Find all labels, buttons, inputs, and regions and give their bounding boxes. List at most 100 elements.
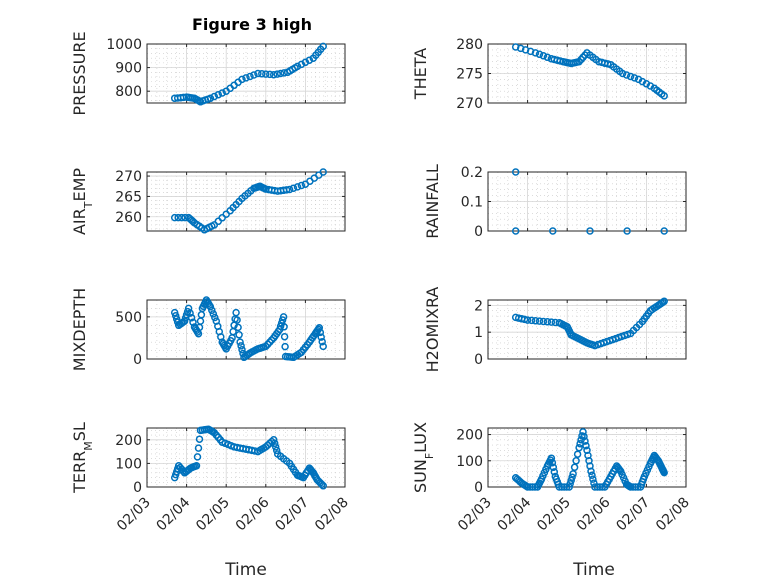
- data-point: [236, 338, 244, 346]
- data-point: [186, 309, 194, 317]
- data-point: [189, 318, 197, 327]
- data-point: [282, 186, 291, 194]
- data-point: [543, 53, 552, 62]
- data-point: [285, 185, 294, 194]
- x-tick-label: 02/04: [495, 494, 535, 534]
- data-point: [271, 443, 280, 451]
- y-axis-label: AIRTEMP: [70, 168, 95, 235]
- x-tick-label: 02/06: [233, 494, 273, 534]
- x-tick-label: 02/07: [613, 495, 653, 535]
- data-point: [170, 308, 179, 317]
- y-tick-label: 265: [115, 189, 142, 205]
- data-point: [565, 483, 573, 491]
- figure-title: Figure 3 high: [192, 15, 312, 34]
- data-point: [579, 428, 587, 436]
- data-point: [276, 69, 285, 78]
- data-point: [289, 184, 298, 192]
- data-point: [251, 447, 259, 455]
- data-point: [250, 71, 258, 79]
- y-tick-label: 900: [115, 61, 142, 77]
- subplot-h2omixra: 0 1 2 H2OMIXRA: [423, 287, 687, 373]
- y-tick-label: 0.1: [461, 195, 483, 211]
- data-point: [596, 483, 604, 491]
- data-point: [270, 439, 279, 448]
- data-point: [588, 471, 596, 479]
- y-axis-label: H2OMIXRA: [423, 287, 442, 373]
- data-point: [629, 483, 637, 491]
- y-tick-label: 500: [115, 310, 142, 326]
- x-axis-label: Time: [224, 560, 267, 580]
- axes-frame: [487, 427, 687, 488]
- data-point: [269, 70, 278, 79]
- data-point: [580, 432, 588, 441]
- data-point: [316, 328, 325, 337]
- axes-frame: [146, 427, 346, 488]
- x-tick-label: 02/05: [193, 495, 233, 535]
- data-series: [511, 428, 668, 491]
- data-point: [317, 333, 325, 341]
- data-point: [591, 483, 599, 491]
- data-point: [567, 476, 575, 485]
- data-point: [209, 310, 218, 318]
- data-point: [550, 468, 559, 476]
- data-series: [511, 43, 668, 100]
- data-point: [317, 480, 326, 489]
- data-point: [660, 297, 668, 306]
- data-point: [548, 458, 557, 467]
- data-point: [293, 62, 302, 71]
- minor-grid: [487, 171, 687, 232]
- data-point: [246, 72, 254, 81]
- data-point: [543, 318, 552, 326]
- x-tick-label: 02/06: [574, 494, 614, 534]
- subplot-terr-msl: 0 100 200 TERRMSL 02/03 02/04 02/05 02/06 02/07 0…: [70, 422, 352, 534]
- y-axis-label: SUNFLUX: [411, 422, 436, 493]
- data-point: [194, 444, 203, 452]
- data-point: [315, 324, 324, 332]
- data-point: [549, 227, 557, 235]
- data-point: [566, 479, 574, 488]
- data-point: [280, 323, 288, 331]
- data-point: [293, 183, 302, 191]
- data-point: [208, 306, 216, 315]
- plot-area: [147, 300, 345, 359]
- data-point: [179, 93, 188, 102]
- data-point: [210, 92, 219, 101]
- data-point: [254, 69, 262, 78]
- axes-frame: [487, 299, 687, 360]
- data-point: [660, 227, 668, 235]
- data-point: [238, 345, 246, 354]
- y-tick-label: 0: [474, 352, 483, 368]
- x-tick-label: 02/08: [653, 495, 693, 535]
- data-point: [305, 56, 314, 64]
- x-tick-label: 02/08: [312, 495, 352, 535]
- data-point: [630, 74, 639, 82]
- data-point: [232, 308, 240, 317]
- x-tick-label: 02/05: [534, 495, 574, 535]
- data-point: [626, 483, 635, 491]
- data-point: [586, 227, 594, 235]
- x-tick-label: 02/07: [272, 495, 312, 535]
- y-tick-label: 0: [133, 480, 142, 496]
- data-point: [187, 313, 196, 322]
- data-point: [547, 318, 556, 326]
- data-point: [319, 168, 327, 176]
- subplot-pressure: 800 900 1000 PRESSURE: [70, 31, 346, 116]
- data-point: [319, 42, 327, 51]
- data-point: [234, 323, 242, 332]
- data-point: [237, 342, 245, 350]
- data-point: [242, 74, 250, 82]
- data-point: [523, 483, 532, 491]
- data-point: [266, 70, 274, 79]
- y-tick-label: 0: [133, 352, 142, 368]
- y-tick-label: 0: [474, 480, 483, 496]
- data-point: [193, 453, 202, 461]
- data-point: [660, 92, 668, 100]
- data-point: [570, 463, 579, 472]
- data-point: [572, 457, 580, 465]
- data-point: [171, 312, 180, 320]
- y-tick-label: 1: [474, 325, 483, 341]
- data-point: [531, 49, 540, 57]
- y-axis-label: RAINFALL: [423, 164, 442, 239]
- data-point: [206, 94, 215, 103]
